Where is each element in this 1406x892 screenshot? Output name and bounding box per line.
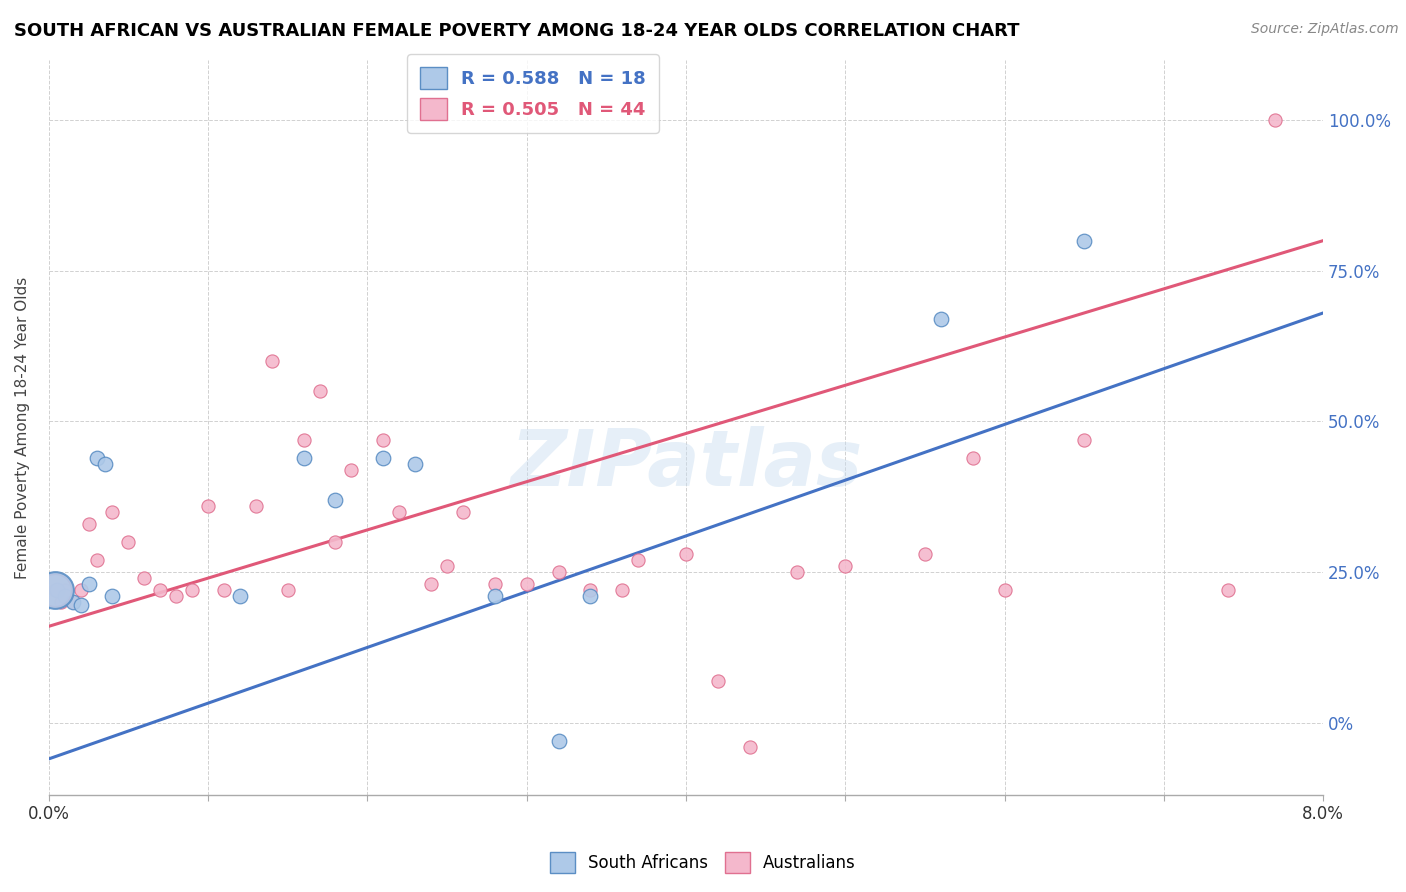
Point [738, 739, 761, 754]
Point [44, 583, 66, 598]
Point [51, 595, 73, 609]
Point [707, 673, 730, 688]
Point [1264, 113, 1286, 128]
Point [86, 553, 108, 567]
Point [993, 583, 1015, 598]
Y-axis label: Female Poverty Among 18-24 Year Olds: Female Poverty Among 18-24 Year Olds [15, 277, 30, 579]
Point [579, 583, 602, 598]
Point [62, 595, 84, 609]
Point [181, 583, 204, 598]
Point [579, 589, 602, 603]
Point [292, 450, 315, 465]
Point [45, 583, 67, 598]
Point [388, 505, 411, 519]
Point [373, 450, 395, 465]
Point [516, 577, 538, 591]
Text: ZIPatlas: ZIPatlas [510, 426, 862, 502]
Point [1216, 583, 1239, 598]
Point [44, 583, 66, 598]
Point [1073, 433, 1095, 447]
Point [404, 457, 426, 471]
Point [69, 583, 91, 598]
Point [627, 553, 650, 567]
Point [245, 499, 267, 513]
Point [786, 565, 808, 579]
Point [93, 457, 115, 471]
Point [149, 583, 172, 598]
Point [101, 505, 124, 519]
Text: Source: ZipAtlas.com: Source: ZipAtlas.com [1251, 22, 1399, 37]
Point [229, 589, 252, 603]
Point [484, 577, 506, 591]
Point [834, 559, 856, 574]
Text: SOUTH AFRICAN VS AUSTRALIAN FEMALE POVERTY AMONG 18-24 YEAR OLDS CORRELATION CHA: SOUTH AFRICAN VS AUSTRALIAN FEMALE POVER… [14, 22, 1019, 40]
Legend: South Africans, Australians: South Africans, Australians [543, 846, 863, 880]
Point [86, 450, 108, 465]
Point [77, 516, 100, 531]
Point [277, 583, 299, 598]
Point [436, 559, 458, 574]
Point [340, 463, 363, 477]
Point [260, 354, 283, 368]
Point [53, 583, 76, 598]
Point [325, 492, 347, 507]
Point [77, 577, 100, 591]
Point [547, 734, 569, 748]
Point [373, 433, 395, 447]
Point [197, 499, 219, 513]
Point [914, 547, 936, 561]
Point [420, 577, 443, 591]
Point [484, 589, 506, 603]
Point [165, 589, 187, 603]
Point [117, 535, 139, 549]
Point [134, 571, 156, 585]
Point [612, 583, 634, 598]
Point [962, 450, 984, 465]
Legend: R = 0.588   N = 18, R = 0.505   N = 44: R = 0.588 N = 18, R = 0.505 N = 44 [408, 54, 659, 133]
Point [62, 595, 84, 609]
Point [451, 505, 474, 519]
Point [547, 565, 569, 579]
Point [101, 589, 124, 603]
Point [1073, 234, 1095, 248]
Point [212, 583, 235, 598]
Point [292, 433, 315, 447]
Point [675, 547, 697, 561]
Point [325, 535, 347, 549]
Point [69, 599, 91, 613]
Point [53, 589, 76, 603]
Point [44, 583, 66, 598]
Point [929, 312, 952, 326]
Point [308, 384, 330, 399]
